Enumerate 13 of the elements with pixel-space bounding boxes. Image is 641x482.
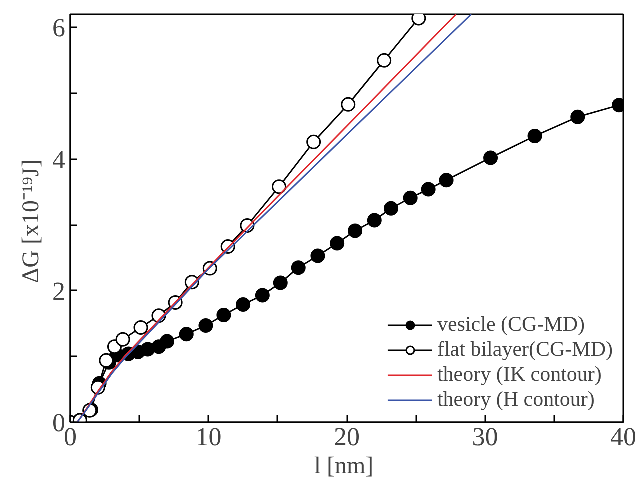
y-axis-title: ΔG [x10⁻¹⁹J] <box>18 160 44 284</box>
y-tick-label: 4 <box>52 145 66 174</box>
x-tick-label: 40 <box>610 422 636 452</box>
legend-label: vesicle (CG-MD) <box>437 312 586 337</box>
x-tick-label: 20 <box>334 422 360 452</box>
x-tick-label: 30 <box>472 422 498 452</box>
legend-label: theory (IK contour) <box>437 362 602 387</box>
x-tick-label: 10 <box>196 422 222 452</box>
legend-label: flat bilayer(CG-MD) <box>437 337 613 362</box>
y-tick-label: 2 <box>52 276 66 306</box>
x-axis-title: l [nm] <box>314 454 374 480</box>
y-tick-label: 6 <box>52 14 66 43</box>
legend-label: theory (H contour) <box>437 387 595 412</box>
